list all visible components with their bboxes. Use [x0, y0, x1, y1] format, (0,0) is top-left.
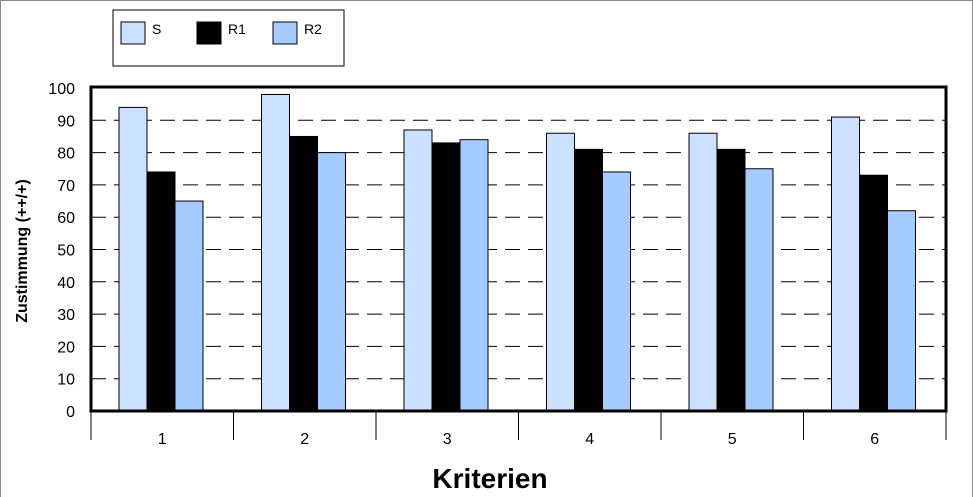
bar-r2-5	[744, 168, 774, 412]
bar-r1-3	[431, 142, 461, 412]
legend-label-r2: R2	[304, 21, 322, 37]
bar-s-1	[118, 106, 148, 412]
legend-swatch-s	[120, 21, 146, 45]
legend-swatch-r2	[272, 21, 298, 45]
bars	[118, 93, 916, 412]
bar-r2-2	[317, 152, 346, 412]
y-axis: 0 10 20 30 40 50 60 70 80 90 100	[48, 81, 75, 421]
x-tick-label: 2	[300, 431, 309, 448]
x-tick-label: 1	[158, 431, 167, 448]
x-axis: 1 2 3 4 5 6	[90, 411, 947, 448]
bar-r1-1	[146, 171, 176, 412]
y-tick-label: 10	[57, 372, 75, 389]
bar-r2-4	[602, 171, 631, 412]
bar-s-3	[403, 129, 433, 412]
y-tick-label: 80	[57, 146, 75, 163]
y-tick-label: 90	[57, 113, 75, 130]
bar-s-2	[261, 93, 290, 412]
bar-r1-6	[859, 174, 888, 412]
legend-box	[112, 9, 345, 67]
bar-s-4	[546, 132, 575, 412]
y-tick-label: 40	[57, 275, 75, 292]
y-tick-label: 100	[48, 81, 75, 98]
x-tick-label: 3	[443, 431, 452, 448]
x-axis-title: Kriterien	[432, 463, 547, 494]
y-tick-label: 60	[57, 210, 75, 227]
bar-r2-3	[459, 139, 489, 412]
y-tick-label: 30	[57, 307, 75, 324]
bar-r2-1	[174, 200, 204, 412]
legend-label-s: S	[152, 21, 161, 37]
bar-r2-6	[887, 210, 916, 412]
x-tick-label: 5	[728, 431, 737, 448]
y-tick-label: 0	[66, 404, 75, 421]
window-border-top	[0, 0, 973, 1]
y-tick-label: 20	[57, 339, 75, 356]
bar-r1-2	[289, 135, 318, 412]
window-border-left	[0, 0, 1, 497]
gridlines	[91, 119, 946, 380]
x-tick-label: 6	[870, 431, 879, 448]
y-tick-label: 50	[57, 243, 75, 260]
y-tick-label: 70	[57, 178, 75, 195]
bar-s-6	[831, 116, 860, 412]
legend-swatch-r1	[196, 21, 222, 45]
legend: S R1 R2	[112, 9, 345, 67]
bar-s-5	[688, 132, 718, 412]
bar-r1-5	[716, 148, 746, 412]
bar-r1-4	[574, 148, 603, 412]
y-axis-title: Zustimmung (++/+)	[14, 179, 31, 323]
legend-label-r1: R1	[228, 21, 246, 37]
x-tick-label: 4	[585, 431, 594, 448]
